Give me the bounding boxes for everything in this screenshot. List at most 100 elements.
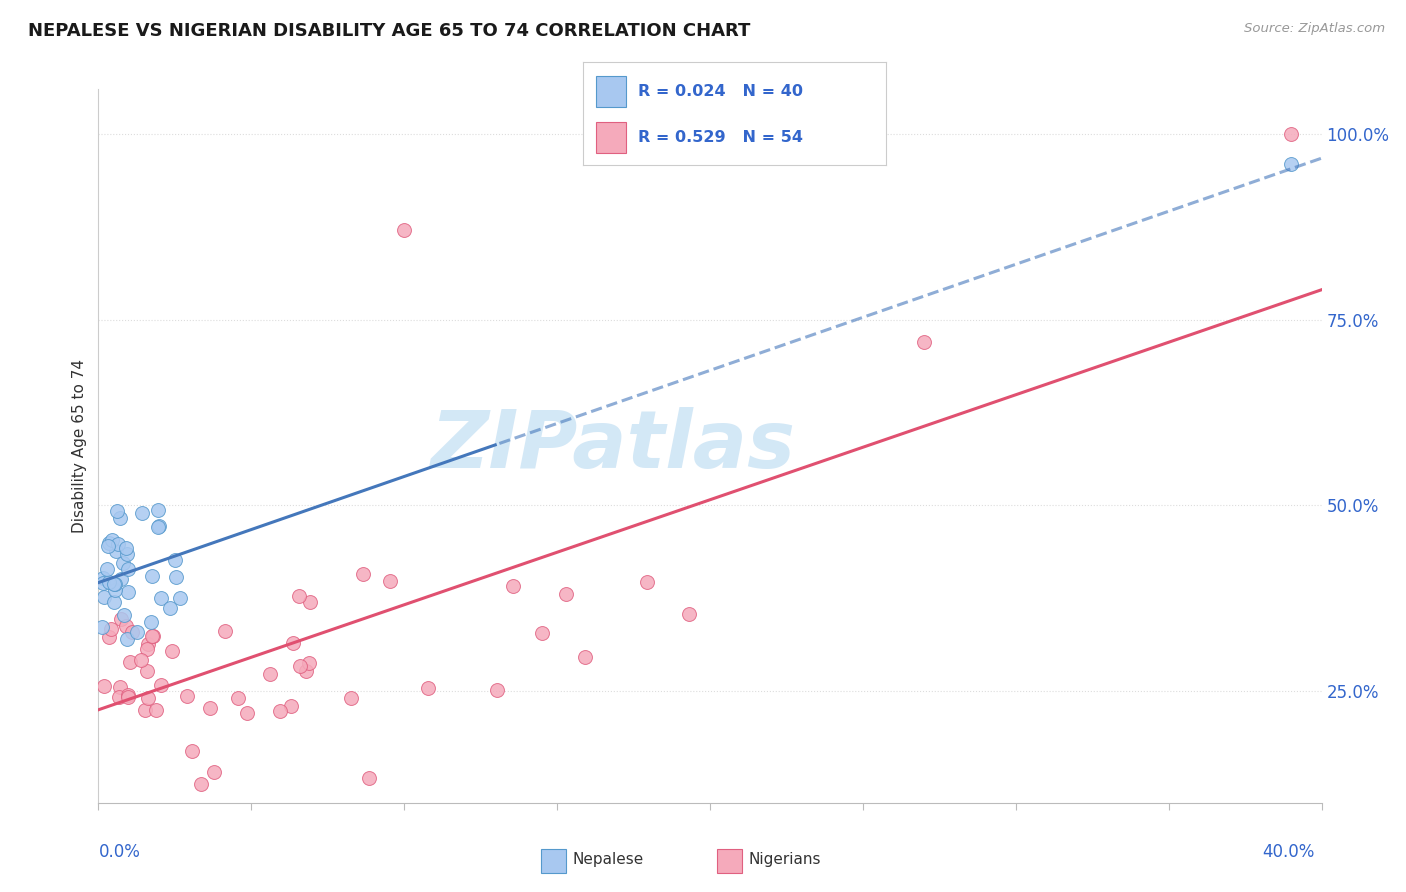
- Point: [148, 518, 170, 533]
- Point: [1279, 156, 1302, 170]
- Point: [148, 519, 170, 533]
- Point: [108, 511, 131, 525]
- Point: [146, 503, 169, 517]
- Point: [127, 625, 149, 640]
- Point: [115, 541, 138, 555]
- Point: [107, 537, 129, 551]
- Point: [299, 595, 322, 609]
- Point: [129, 653, 152, 667]
- Point: [131, 506, 153, 520]
- Point: [202, 764, 225, 779]
- Text: NEPALESE VS NIGERIAN DISABILITY AGE 65 TO 74 CORRELATION CHART: NEPALESE VS NIGERIAN DISABILITY AGE 65 T…: [28, 22, 751, 40]
- Point: [359, 772, 381, 786]
- Point: [159, 600, 181, 615]
- Point: [134, 703, 156, 717]
- Point: [416, 681, 439, 696]
- Point: [117, 690, 139, 705]
- Point: [340, 690, 363, 705]
- Point: [200, 701, 222, 715]
- Point: [117, 688, 139, 702]
- Point: [149, 678, 172, 692]
- Point: [111, 556, 134, 570]
- FancyBboxPatch shape: [717, 848, 742, 873]
- Point: [98, 575, 121, 590]
- Text: 40.0%: 40.0%: [1263, 843, 1315, 861]
- Point: [555, 587, 578, 601]
- Y-axis label: Disability Age 65 to 74: Disability Age 65 to 74: [72, 359, 87, 533]
- Point: [108, 690, 131, 705]
- Point: [136, 690, 159, 705]
- Point: [352, 567, 374, 582]
- Point: [162, 644, 184, 658]
- Point: [502, 579, 524, 593]
- Point: [1279, 127, 1302, 141]
- Point: [118, 655, 141, 669]
- Point: [112, 608, 135, 623]
- Point: [176, 689, 198, 703]
- Point: [141, 628, 163, 642]
- Point: [91, 575, 114, 590]
- Point: [288, 589, 311, 603]
- Point: [226, 690, 249, 705]
- Point: [93, 571, 115, 585]
- Point: [378, 574, 401, 588]
- Point: [269, 704, 291, 718]
- Point: [91, 620, 114, 634]
- Point: [101, 533, 124, 547]
- Point: [190, 777, 212, 791]
- Text: Nepalese: Nepalese: [574, 853, 644, 867]
- Point: [214, 624, 236, 638]
- Point: [165, 570, 187, 584]
- Point: [117, 562, 139, 576]
- Point: [93, 591, 115, 605]
- Point: [135, 664, 157, 678]
- Point: [96, 562, 118, 576]
- Point: [117, 585, 139, 599]
- Point: [98, 630, 121, 644]
- Point: [181, 744, 204, 758]
- Point: [110, 680, 132, 694]
- Text: Source: ZipAtlas.com: Source: ZipAtlas.com: [1244, 22, 1385, 36]
- Point: [259, 667, 281, 681]
- FancyBboxPatch shape: [596, 76, 626, 106]
- FancyBboxPatch shape: [541, 848, 565, 873]
- Point: [104, 582, 127, 597]
- Point: [163, 553, 186, 567]
- Point: [135, 642, 157, 657]
- Point: [100, 622, 122, 636]
- Point: [280, 699, 302, 714]
- Point: [912, 334, 935, 349]
- Point: [298, 656, 321, 670]
- Text: 0.0%: 0.0%: [98, 843, 141, 861]
- Point: [283, 636, 305, 650]
- Point: [103, 595, 125, 609]
- Point: [141, 569, 163, 583]
- Point: [110, 572, 132, 586]
- Point: [105, 544, 128, 558]
- Point: [97, 536, 120, 550]
- FancyBboxPatch shape: [596, 122, 626, 153]
- Text: Nigerians: Nigerians: [748, 853, 821, 867]
- Point: [93, 680, 115, 694]
- Point: [114, 619, 136, 633]
- Text: R = 0.024   N = 40: R = 0.024 N = 40: [638, 84, 803, 99]
- Text: R = 0.529   N = 54: R = 0.529 N = 54: [638, 130, 803, 145]
- Point: [150, 591, 173, 605]
- Point: [236, 706, 259, 720]
- Point: [392, 223, 416, 237]
- Point: [636, 574, 658, 589]
- Point: [141, 615, 163, 629]
- Point: [104, 577, 127, 591]
- Point: [486, 683, 509, 698]
- Point: [678, 607, 700, 622]
- Point: [121, 624, 143, 639]
- Point: [115, 548, 138, 562]
- Point: [290, 659, 312, 673]
- Text: ZIPatlas: ZIPatlas: [430, 407, 794, 485]
- Point: [574, 650, 596, 665]
- Point: [145, 703, 167, 717]
- Point: [103, 576, 125, 591]
- Point: [115, 632, 138, 646]
- Point: [530, 626, 553, 640]
- Point: [105, 504, 128, 518]
